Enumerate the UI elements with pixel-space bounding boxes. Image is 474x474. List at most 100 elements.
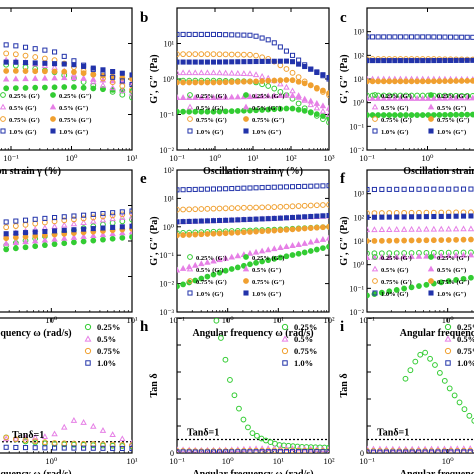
y-tick-label: 10⁰ — [163, 75, 174, 84]
data-point — [186, 51, 193, 58]
legend-marker — [50, 92, 56, 98]
series-0-25-G- — [177, 105, 329, 121]
x-axis-label: Angular frequency ω (rad/s) — [192, 328, 313, 339]
data-point — [326, 201, 329, 208]
data-point — [32, 84, 39, 91]
legend-marker — [187, 254, 193, 260]
data-point — [42, 228, 48, 235]
data-point — [71, 239, 77, 246]
series-0-75- — [3, 434, 132, 449]
axis-ticks — [8, 170, 132, 312]
data-point — [198, 231, 205, 238]
data-point — [265, 106, 272, 113]
data-point — [198, 69, 205, 76]
data-point — [177, 283, 180, 290]
y-tick-label: 10⁰ — [353, 99, 364, 108]
data-point — [445, 278, 452, 284]
data-point — [301, 249, 308, 256]
data-point — [277, 77, 284, 84]
data-point — [180, 219, 186, 225]
data-point — [408, 95, 415, 101]
data-point — [180, 31, 186, 37]
data-point — [259, 35, 265, 41]
data-point — [180, 108, 186, 115]
data-point — [415, 252, 423, 259]
data-point — [253, 259, 259, 266]
y-tick-label: 10¹ — [354, 237, 365, 246]
data-point — [380, 78, 387, 85]
data-point — [453, 57, 459, 63]
data-point — [401, 214, 407, 220]
data-point — [216, 269, 223, 276]
data-point — [307, 101, 315, 108]
data-point — [425, 34, 431, 40]
data-point — [253, 228, 259, 235]
data-point — [42, 47, 48, 53]
data-point — [223, 449, 229, 453]
data-point — [180, 59, 186, 65]
data-point — [386, 226, 393, 232]
data-point — [52, 61, 58, 67]
data-point — [22, 230, 29, 236]
data-point — [423, 237, 430, 244]
data-point — [313, 104, 321, 111]
legend-marker — [372, 116, 378, 122]
data-point — [12, 223, 19, 229]
data-point — [381, 58, 387, 64]
data-point — [32, 54, 39, 60]
data-layer — [177, 318, 329, 453]
data-point — [259, 58, 265, 64]
data-point — [228, 69, 235, 76]
legend-marker — [187, 278, 193, 284]
data-point — [80, 70, 87, 77]
series-1-0-G- — [177, 58, 329, 81]
data-point — [392, 34, 398, 40]
series-0-75-G- — [367, 77, 474, 85]
data-point — [109, 220, 116, 226]
panel-letter-h: h — [140, 319, 149, 335]
y-tick-label: 10² — [164, 166, 175, 175]
data-point — [320, 245, 326, 251]
data-point — [254, 432, 260, 439]
data-point — [320, 72, 326, 78]
y-axis-label: Tan δ — [149, 373, 160, 397]
data-point — [371, 186, 377, 193]
data-point — [32, 46, 38, 52]
data-point — [277, 203, 284, 210]
data-point — [326, 243, 329, 250]
data-point — [460, 225, 467, 232]
legend-marker — [187, 116, 193, 122]
legend-label: 0.25% (G″) — [59, 93, 91, 100]
series-0-5-G- — [177, 212, 329, 225]
data-point — [191, 94, 199, 100]
data-point — [129, 234, 132, 240]
legend-marker — [243, 254, 249, 260]
data-point — [3, 68, 10, 74]
y-axis-label: Tan δ — [339, 373, 350, 397]
data-point — [289, 105, 296, 112]
data-point — [13, 43, 19, 49]
data-point — [436, 57, 442, 64]
data-point — [51, 430, 58, 437]
data-point — [119, 211, 126, 218]
data-point — [420, 34, 426, 40]
data-point — [436, 34, 442, 40]
data-point — [326, 212, 329, 219]
data-point — [90, 85, 97, 92]
data-point — [438, 279, 445, 286]
data-point — [468, 274, 474, 281]
data-point — [326, 90, 329, 97]
data-point — [259, 78, 266, 84]
data-point — [227, 377, 233, 383]
data-point — [295, 203, 302, 209]
data-point — [234, 51, 241, 58]
data-point — [216, 69, 223, 76]
data-point — [466, 412, 473, 419]
legend: 0.25% (G′) 0.25% (G″) 0.5% (G′) 0.5% (G″) 0.… — [186, 92, 284, 136]
data-point — [408, 112, 415, 118]
legend-label: 0.5% (G″) — [437, 105, 466, 112]
data-point — [2, 240, 10, 246]
data-point — [222, 230, 229, 237]
data-point — [222, 69, 229, 76]
data-point — [319, 236, 327, 242]
